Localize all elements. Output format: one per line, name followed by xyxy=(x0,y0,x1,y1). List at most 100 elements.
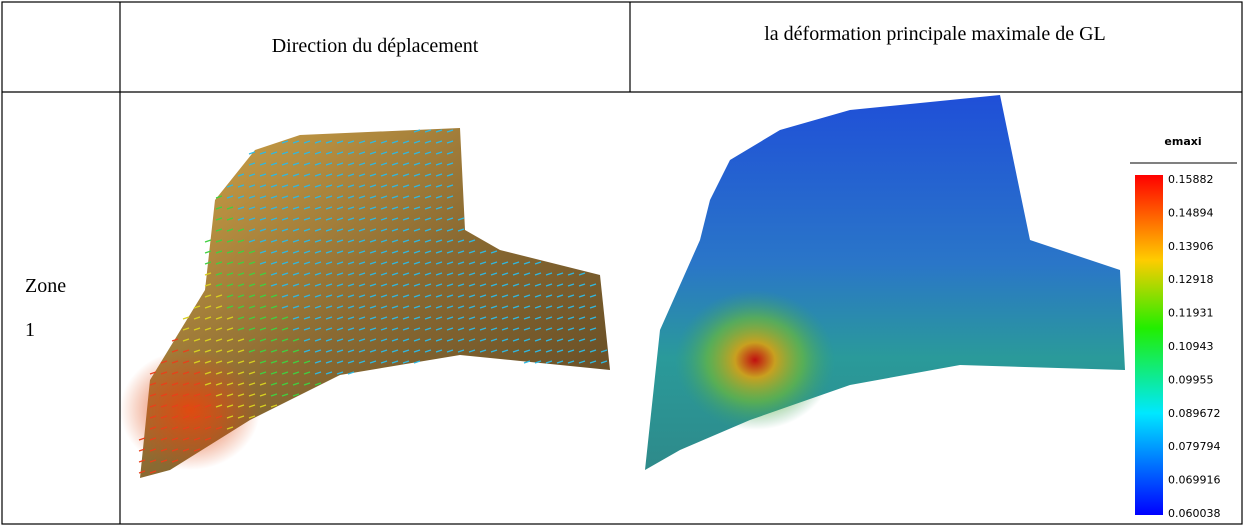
arrow xyxy=(237,327,245,331)
arrow xyxy=(380,349,388,353)
arrow xyxy=(149,415,157,419)
arrow xyxy=(281,294,289,298)
arrow xyxy=(204,294,212,298)
arrow xyxy=(314,184,322,188)
arrow xyxy=(413,195,421,199)
arrow xyxy=(369,250,377,254)
arrow xyxy=(446,261,454,265)
arrow xyxy=(259,316,267,320)
arrow xyxy=(204,261,212,265)
arrow xyxy=(424,294,432,298)
arrow xyxy=(226,316,234,320)
arrow xyxy=(435,327,443,331)
arrow xyxy=(160,371,168,375)
arrow xyxy=(248,360,256,364)
arrow xyxy=(358,228,366,232)
arrow xyxy=(501,338,509,342)
arrow xyxy=(545,360,553,364)
arrow xyxy=(600,349,608,353)
arrow xyxy=(182,371,190,375)
arrow xyxy=(171,459,179,463)
arrow xyxy=(303,206,311,210)
arrow xyxy=(336,173,344,177)
arrow xyxy=(545,338,553,342)
arrow xyxy=(402,173,410,177)
arrow xyxy=(369,261,377,265)
arrow xyxy=(369,338,377,342)
arrow xyxy=(457,239,465,243)
arrow xyxy=(237,250,245,254)
arrow xyxy=(391,151,399,155)
arrow xyxy=(237,206,245,210)
arrow xyxy=(303,162,311,166)
arrow xyxy=(457,250,465,254)
arrow xyxy=(248,305,256,309)
arrow xyxy=(534,261,542,265)
arrow xyxy=(446,294,454,298)
arrow xyxy=(259,217,267,221)
arrow xyxy=(237,371,245,375)
arrow xyxy=(479,349,487,353)
arrow xyxy=(270,173,278,177)
arrow xyxy=(292,206,300,210)
arrow xyxy=(237,272,245,276)
arrow xyxy=(237,184,245,188)
arrow xyxy=(248,404,256,408)
arrow xyxy=(380,239,388,243)
arrow xyxy=(281,349,289,353)
arrow xyxy=(424,349,432,353)
arrow xyxy=(446,338,454,342)
arrow xyxy=(171,437,179,441)
arrow xyxy=(292,294,300,298)
arrow xyxy=(391,184,399,188)
arrow xyxy=(270,338,278,342)
arrow xyxy=(226,206,234,210)
arrow xyxy=(303,338,311,342)
arrow xyxy=(413,294,421,298)
arrow xyxy=(281,338,289,342)
arrow xyxy=(435,349,443,353)
arrow xyxy=(490,283,498,287)
arrow xyxy=(512,283,520,287)
arrow xyxy=(402,283,410,287)
arrow xyxy=(501,316,509,320)
arrow xyxy=(314,228,322,232)
arrow xyxy=(490,305,498,309)
arrow xyxy=(259,195,267,199)
arrow xyxy=(402,349,410,353)
arrow xyxy=(160,393,168,397)
arrow xyxy=(248,316,256,320)
arrow xyxy=(457,338,465,342)
arrow xyxy=(545,305,553,309)
arrow xyxy=(259,228,267,232)
arrow xyxy=(523,283,531,287)
arrow xyxy=(578,305,586,309)
arrow xyxy=(314,140,322,144)
arrow xyxy=(413,206,421,210)
arrow xyxy=(523,360,531,364)
arrow xyxy=(325,272,333,276)
arrow xyxy=(512,261,520,265)
arrow xyxy=(435,239,443,243)
arrow xyxy=(171,371,179,375)
arrow xyxy=(325,349,333,353)
arrow xyxy=(292,371,300,375)
arrow xyxy=(248,206,256,210)
arrow xyxy=(325,173,333,177)
arrow xyxy=(369,173,377,177)
arrow xyxy=(424,195,432,199)
arrow xyxy=(270,360,278,364)
arrow xyxy=(402,184,410,188)
arrow xyxy=(468,283,476,287)
arrow xyxy=(160,426,168,430)
arrow xyxy=(567,305,575,309)
arrow xyxy=(490,338,498,342)
arrow xyxy=(347,140,355,144)
arrow xyxy=(391,283,399,287)
arrow xyxy=(215,272,223,276)
arrow xyxy=(369,184,377,188)
arrow xyxy=(446,349,454,353)
arrow xyxy=(523,305,531,309)
arrow xyxy=(490,316,498,320)
arrow xyxy=(413,305,421,309)
